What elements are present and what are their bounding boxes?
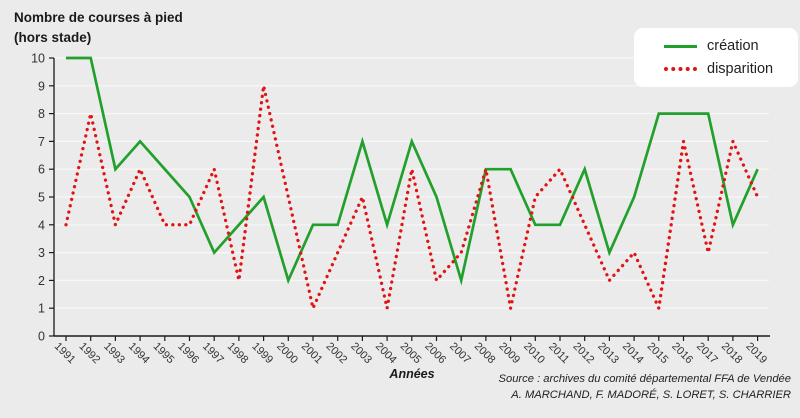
y-tick-label: 8 xyxy=(38,107,45,121)
x-tick-label-2012: 2012 xyxy=(571,340,597,366)
chart-title: Nombre de courses à pied (hors stade) xyxy=(14,8,183,47)
x-tick-label-1997: 1997 xyxy=(200,340,226,366)
y-tick-label: 7 xyxy=(38,135,45,149)
x-tick-label-2005: 2005 xyxy=(398,340,424,366)
x-tick-label-1998: 1998 xyxy=(225,340,251,366)
chart-title-line2: (hors stade) xyxy=(14,29,92,45)
y-tick-label: 9 xyxy=(38,79,45,93)
x-tick-label-2007: 2007 xyxy=(447,340,473,366)
legend: création disparition xyxy=(634,28,798,87)
source-line2: A. MARCHAND, F. MADORÉ, S. LORET, S. CHA… xyxy=(511,388,791,401)
x-tick-label-1993: 1993 xyxy=(101,340,127,366)
legend-label-creation: création xyxy=(707,38,759,54)
legend-label-disparition: disparition xyxy=(707,61,774,77)
x-tick-label-2003: 2003 xyxy=(348,340,374,366)
y-tick-label: 3 xyxy=(38,246,45,260)
y-tick-label: 4 xyxy=(38,218,45,232)
creation-line xyxy=(66,56,759,286)
x-tick-label-2009: 2009 xyxy=(496,340,522,366)
disparition-dots-swatch xyxy=(664,67,697,71)
disparition-line xyxy=(64,84,760,310)
x-tick-label-2006: 2006 xyxy=(422,340,448,366)
source-note: Source : archives du comité départementa… xyxy=(499,372,791,403)
legend-item-creation: création xyxy=(664,38,798,54)
y-tick-label: 10 xyxy=(31,52,45,66)
x-tick-label-2008: 2008 xyxy=(472,340,498,366)
legend-item-disparition: disparition xyxy=(664,61,798,77)
x-tick-label-2002: 2002 xyxy=(324,340,350,366)
source-line1: Source : archives du comité départementa… xyxy=(498,373,791,385)
x-axis-title: Années xyxy=(389,367,435,381)
y-tick-label: 5 xyxy=(38,191,45,205)
x-tick-label-2001: 2001 xyxy=(299,340,325,366)
x-tick-label-2017: 2017 xyxy=(694,340,720,366)
x-tick-label-1999: 1999 xyxy=(249,340,275,366)
y-tick-label: 0 xyxy=(38,330,45,344)
y-tick-label: 2 xyxy=(38,274,45,288)
x-tick-label-1995: 1995 xyxy=(151,340,177,366)
x-tick-label-2000: 2000 xyxy=(274,340,300,366)
x-tick-label-1992: 1992 xyxy=(77,340,103,366)
x-tick-label-2019: 2019 xyxy=(743,340,769,366)
x-tick-label-1991: 1991 xyxy=(52,340,78,366)
y-tick-label: 1 xyxy=(38,302,45,316)
y-tick-label: 6 xyxy=(38,163,45,177)
x-tick-label-2010: 2010 xyxy=(521,340,547,366)
x-tick-label-2014: 2014 xyxy=(620,340,646,366)
x-tick-label-2013: 2013 xyxy=(595,340,621,366)
x-tick-label-2015: 2015 xyxy=(645,340,671,366)
x-tick-label-2004: 2004 xyxy=(373,340,399,366)
creation-line-swatch xyxy=(664,44,697,48)
x-tick-label-1994: 1994 xyxy=(126,340,152,366)
x-tick-label-2018: 2018 xyxy=(719,340,745,366)
x-tick-label-2016: 2016 xyxy=(669,340,695,366)
x-tick-label-2011: 2011 xyxy=(546,341,571,366)
chart-title-line1: Nombre de courses à pied xyxy=(14,10,183,25)
x-tick-label-1996: 1996 xyxy=(175,340,201,366)
